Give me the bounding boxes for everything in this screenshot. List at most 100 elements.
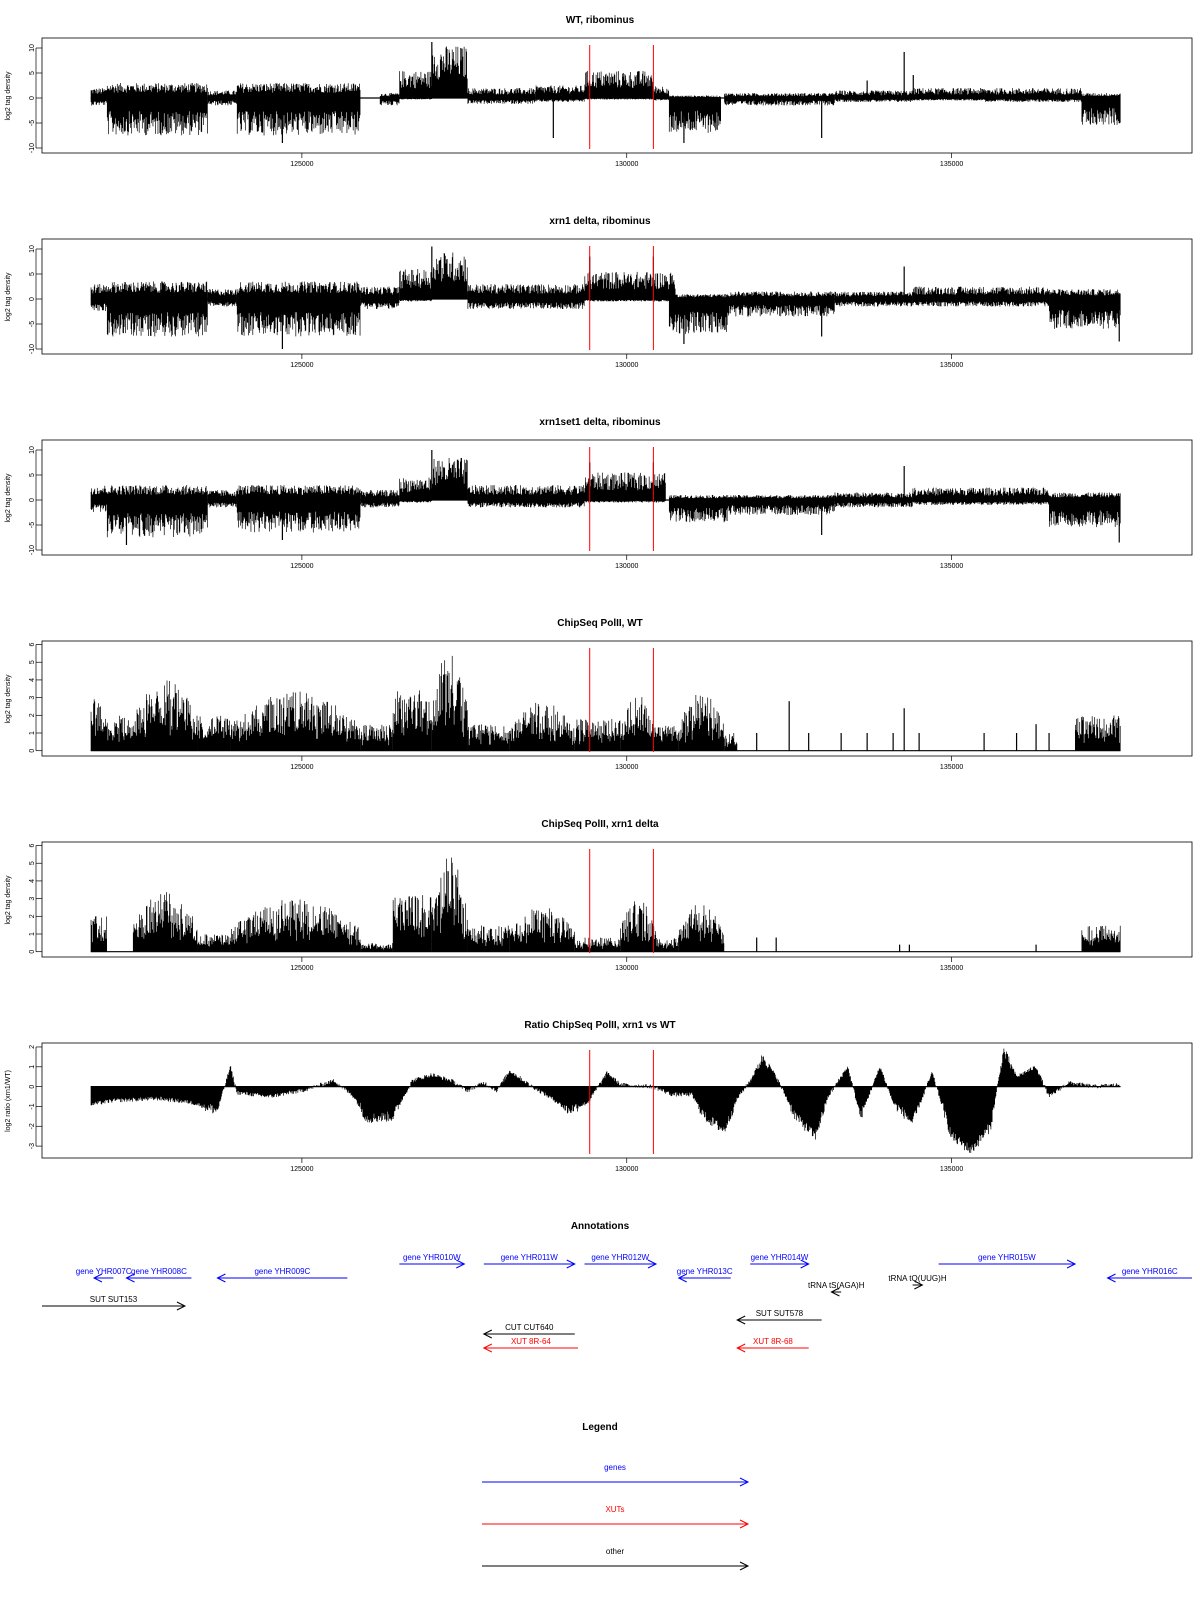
panel-4-ylabel: log2 tag density (5, 674, 12, 724)
feature-xut-8r-68: XUT 8R-68 (736, 1337, 809, 1353)
feature-gene-yhr016c: gene YHR016C (1106, 1267, 1192, 1283)
signal-region (230, 899, 361, 952)
legend-arrowhead (739, 1477, 750, 1487)
x-axis: 125000 130000 135000 (290, 1158, 963, 1173)
signal-region (834, 492, 913, 508)
legend-label: genes (604, 1463, 626, 1472)
feature-arrowhead (1066, 1259, 1077, 1269)
y-tick-label: 0 (29, 950, 36, 954)
feature-label: gene YHR016C (1122, 1267, 1178, 1276)
feature-label: SUT SUT153 (90, 1295, 138, 1304)
feature-label: XUT 8R-68 (753, 1337, 793, 1346)
signal-region (90, 485, 108, 512)
y-tick-label: 1 (29, 731, 36, 735)
signal-region (655, 937, 679, 952)
plot-frame (41, 37, 1193, 154)
signal-region (584, 472, 666, 503)
signal-region (724, 93, 835, 106)
y-tick-label: -2 (29, 1123, 36, 1129)
y-tick-label: 2 (29, 1045, 36, 1049)
feature-gene-yhr009c: gene YHR009C (216, 1267, 348, 1283)
x-tick-label: 135000 (940, 764, 963, 771)
signal-region (620, 901, 657, 952)
legend-label: XUTs (605, 1505, 624, 1514)
signal-region (360, 490, 400, 508)
x-tick-label: 125000 (290, 362, 313, 369)
signal-region (467, 485, 585, 508)
panel-4-title: ChipSeq PolII, WT (557, 618, 643, 629)
panel-6-ylabel: log2 ratio (xrn1/WT) (5, 1070, 12, 1132)
y-axis: -10 -5 0 5 10 (29, 446, 42, 555)
y-tick-label: 5 (29, 473, 36, 477)
feature-label: gene YHR015W (978, 1253, 1036, 1262)
annotations-title: Annotations (571, 1221, 630, 1232)
signal-region (132, 892, 198, 952)
feature-trna-ts-aga-h: tRNA tS(AGA)H (808, 1281, 865, 1297)
signal-region (230, 691, 361, 751)
y-tick-label: 5 (29, 861, 36, 865)
plot-frame (41, 640, 1193, 757)
legend-item-gene: genes (482, 1463, 750, 1487)
y-tick-label: 10 (29, 44, 36, 52)
signal-region (132, 680, 198, 751)
signal-region (724, 733, 738, 751)
feature-trna-tq-uug-h: tRNA tQ(UUG)H (888, 1274, 947, 1290)
plot-frame (41, 1042, 1193, 1159)
signal-region (207, 90, 237, 106)
feature-gene-yhr010w: gene YHR010W (399, 1253, 466, 1269)
signal-bars (90, 655, 1121, 752)
signal-region (431, 655, 468, 751)
panel-1-title: WT, ribominus (566, 15, 635, 26)
signal-region (236, 83, 361, 136)
feature-arrowhead (176, 1301, 187, 1311)
signal-region (106, 83, 208, 136)
signal-region (912, 487, 1050, 505)
feature-arrowhead (914, 1280, 924, 1290)
feature-label: XUT 8R-64 (511, 1337, 551, 1346)
y-tick-label: -5 (29, 120, 36, 126)
x-tick-label: 125000 (290, 563, 313, 570)
y-tick-label: 1 (29, 932, 36, 936)
annotation-tracks: gene YHR007C gene YHR008C gene YHR009C gene… (42, 1253, 1192, 1353)
signal-region (236, 485, 361, 533)
y-tick-label: 0 (29, 749, 36, 753)
legend-item-other: other (482, 1547, 750, 1571)
signal-region (834, 90, 913, 102)
signal-region (106, 485, 208, 538)
feature-gene-yhr007c: gene YHR007C (76, 1267, 132, 1283)
signal-region (509, 908, 575, 952)
y-tick-label: -5 (29, 522, 36, 528)
signal-region (90, 88, 108, 106)
panel-3-title: xrn1set1 delta, ribominus (539, 417, 661, 428)
legend-title: Legend (582, 1422, 618, 1433)
feature-arrowhead (92, 1273, 103, 1283)
y-axis: -3 -2 -1 0 1 2 (29, 1045, 42, 1149)
signal-region (984, 88, 1082, 102)
x-axis: 125000 130000 135000 (290, 756, 963, 771)
feature-gene-yhr013c: gene YHR013C (677, 1267, 733, 1283)
signal-region (197, 934, 231, 952)
ratio-bars (90, 1048, 1121, 1153)
y-tick-label: 3 (29, 696, 36, 700)
plot-frame (41, 238, 1193, 355)
signal-region (90, 284, 108, 311)
signal-region (574, 719, 621, 751)
signal-region (727, 495, 835, 515)
x-axis: 125000 130000 135000 (290, 957, 963, 972)
panel-5: ChipSeq PolII, xrn1 delta log2 tag densi… (5, 819, 1193, 972)
signal-region (574, 937, 621, 952)
y-tick-label: 6 (29, 642, 36, 646)
signal-region (668, 294, 728, 334)
legend-label: other (606, 1547, 625, 1556)
signal-region (399, 269, 432, 302)
y-tick-label: 0 (29, 96, 36, 100)
signal-region (535, 85, 585, 102)
signal-region (509, 702, 575, 751)
signal-region (668, 495, 728, 523)
signal-region (467, 284, 585, 309)
legend-item-xut: XUTs (482, 1505, 750, 1529)
feature-arrowhead (482, 1343, 493, 1353)
signal-region (392, 895, 432, 952)
signal-bars (90, 42, 1121, 143)
